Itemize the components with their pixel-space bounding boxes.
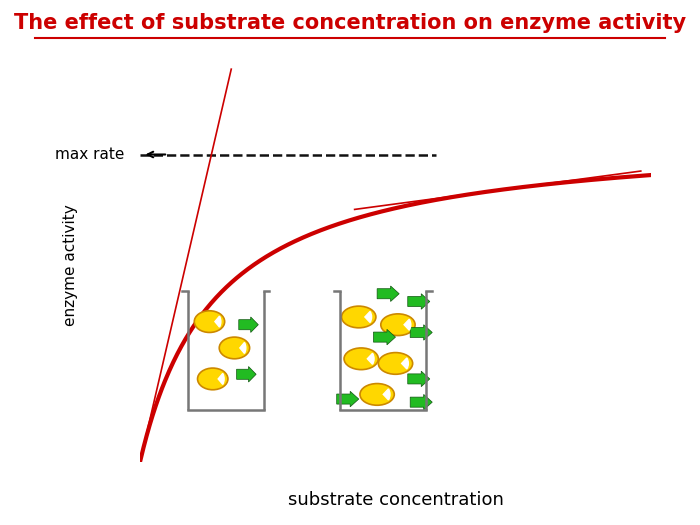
Wedge shape xyxy=(218,373,224,384)
Wedge shape xyxy=(365,311,372,322)
FancyArrow shape xyxy=(374,329,395,345)
FancyArrow shape xyxy=(377,286,399,301)
Wedge shape xyxy=(240,342,246,353)
FancyArrow shape xyxy=(410,394,433,410)
Text: substrate concentration: substrate concentration xyxy=(288,491,503,509)
Wedge shape xyxy=(368,353,374,364)
Text: The effect of substrate concentration on enzyme activity: The effect of substrate concentration on… xyxy=(14,13,686,33)
Ellipse shape xyxy=(381,314,415,335)
FancyArrow shape xyxy=(239,317,258,332)
Ellipse shape xyxy=(219,337,250,359)
Ellipse shape xyxy=(344,348,378,370)
Wedge shape xyxy=(404,319,411,330)
FancyArrow shape xyxy=(337,391,358,407)
Ellipse shape xyxy=(342,306,376,328)
Wedge shape xyxy=(384,389,390,400)
FancyArrow shape xyxy=(407,293,430,309)
FancyArrow shape xyxy=(407,371,430,386)
Wedge shape xyxy=(215,316,221,327)
Ellipse shape xyxy=(197,368,228,390)
Ellipse shape xyxy=(360,384,394,405)
FancyArrow shape xyxy=(410,324,433,340)
Text: max rate: max rate xyxy=(55,147,125,162)
Ellipse shape xyxy=(195,311,225,332)
Ellipse shape xyxy=(378,353,413,374)
FancyArrow shape xyxy=(237,366,256,382)
Wedge shape xyxy=(402,358,408,369)
Text: enzyme activity: enzyme activity xyxy=(62,204,78,326)
